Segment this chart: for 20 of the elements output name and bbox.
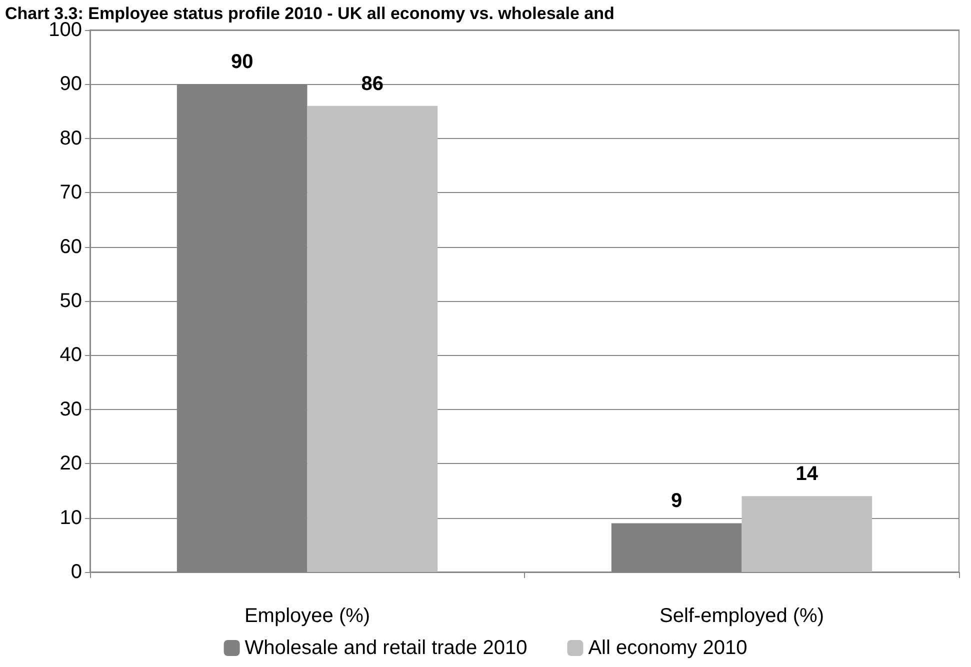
y-tick-label: 0 — [70, 561, 82, 583]
y-tick-label: 20 — [60, 452, 82, 475]
y-tick-label: 80 — [60, 127, 82, 150]
data-label: 90 — [230, 51, 254, 74]
bar — [742, 496, 872, 572]
data-label: 86 — [361, 72, 384, 95]
bar — [307, 106, 438, 572]
y-tick-label: 50 — [60, 290, 82, 312]
x-tick-label: Employee (%) — [244, 605, 370, 627]
y-tick-label: 70 — [60, 182, 82, 204]
legend-label: All economy 2010 — [588, 637, 748, 659]
y-tick-label: 60 — [60, 236, 82, 258]
legend-label: Wholesale and retail trade 2010 — [244, 637, 528, 659]
x-tick-label: Self-employed (%) — [659, 605, 824, 627]
y-tick-label: 40 — [60, 344, 82, 366]
y-tick-label: 10 — [60, 506, 82, 529]
data-label: 9 — [671, 490, 682, 512]
y-tick-label: 90 — [60, 73, 82, 96]
y-tick-label: 30 — [60, 398, 82, 420]
data-label: 14 — [796, 463, 819, 486]
